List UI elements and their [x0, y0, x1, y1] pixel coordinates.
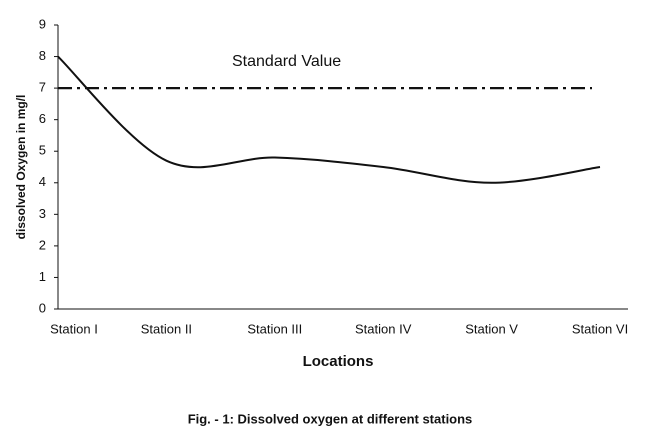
- x-tick-label: Station II: [141, 321, 192, 336]
- y-tick-label: 2: [39, 237, 46, 252]
- x-tick-label: Station V: [465, 321, 518, 336]
- y-tick-label: 1: [39, 269, 46, 284]
- y-tick-label: 5: [39, 143, 46, 158]
- y-tick-label: 6: [39, 111, 46, 126]
- series-line: [57, 55, 601, 184]
- y-tick-label: 8: [39, 48, 46, 63]
- y-tick-label: 3: [39, 206, 46, 221]
- caption: Fig. - 1: Dissolved oxygen at different …: [188, 411, 473, 426]
- x-tick-label: Station VI: [572, 321, 628, 336]
- y-axis-label: dissolved Oxygen in mg/l: [14, 95, 28, 240]
- x-axis-label: Locations: [303, 353, 374, 370]
- y-tick-label: 7: [39, 80, 46, 95]
- x-tick-label: Station III: [247, 321, 302, 336]
- y-tick-label: 9: [39, 16, 46, 31]
- reference-label: Standard Value: [232, 53, 341, 70]
- y-tick-label: 4: [39, 174, 46, 189]
- x-tick-label: Station IV: [355, 321, 412, 336]
- y-tick-label: 0: [39, 300, 46, 315]
- x-tick-label: Station I: [50, 321, 98, 336]
